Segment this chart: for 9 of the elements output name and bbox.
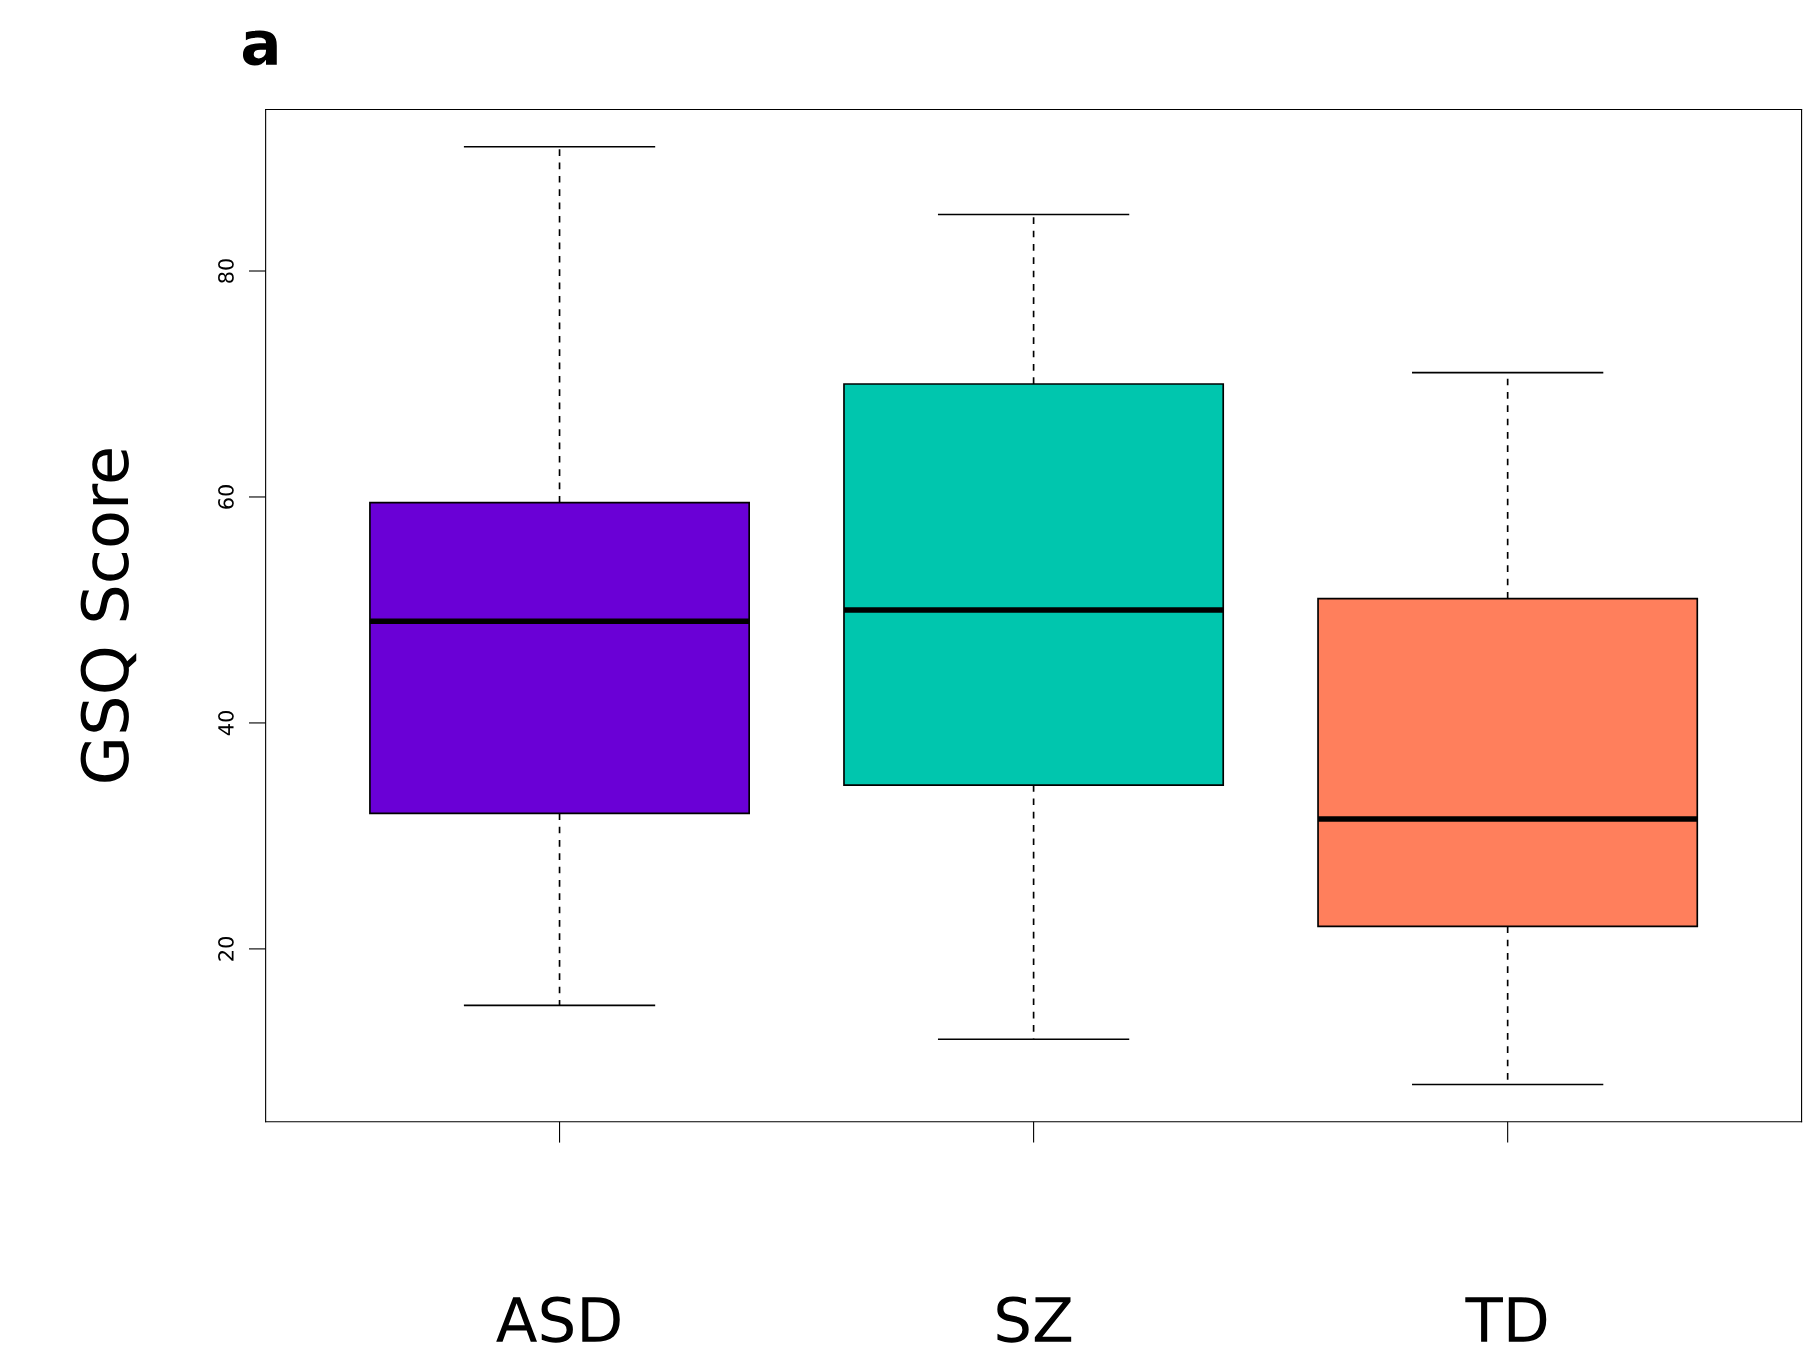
x-tick-label: TD [1465, 1297, 1547, 1342]
x-tick-label: ASD [496, 1296, 620, 1343]
text: a [242, 30, 277, 66]
y-axis-title: GSQ Score [80, 449, 137, 782]
y-tick-label: 80 [218, 259, 234, 283]
y-tick-label: 60 [218, 485, 234, 509]
x-tick-label: SZ [997, 1296, 1072, 1343]
y-tick-label: 20 [218, 937, 234, 961]
y-tick-label: 40 [218, 711, 234, 736]
